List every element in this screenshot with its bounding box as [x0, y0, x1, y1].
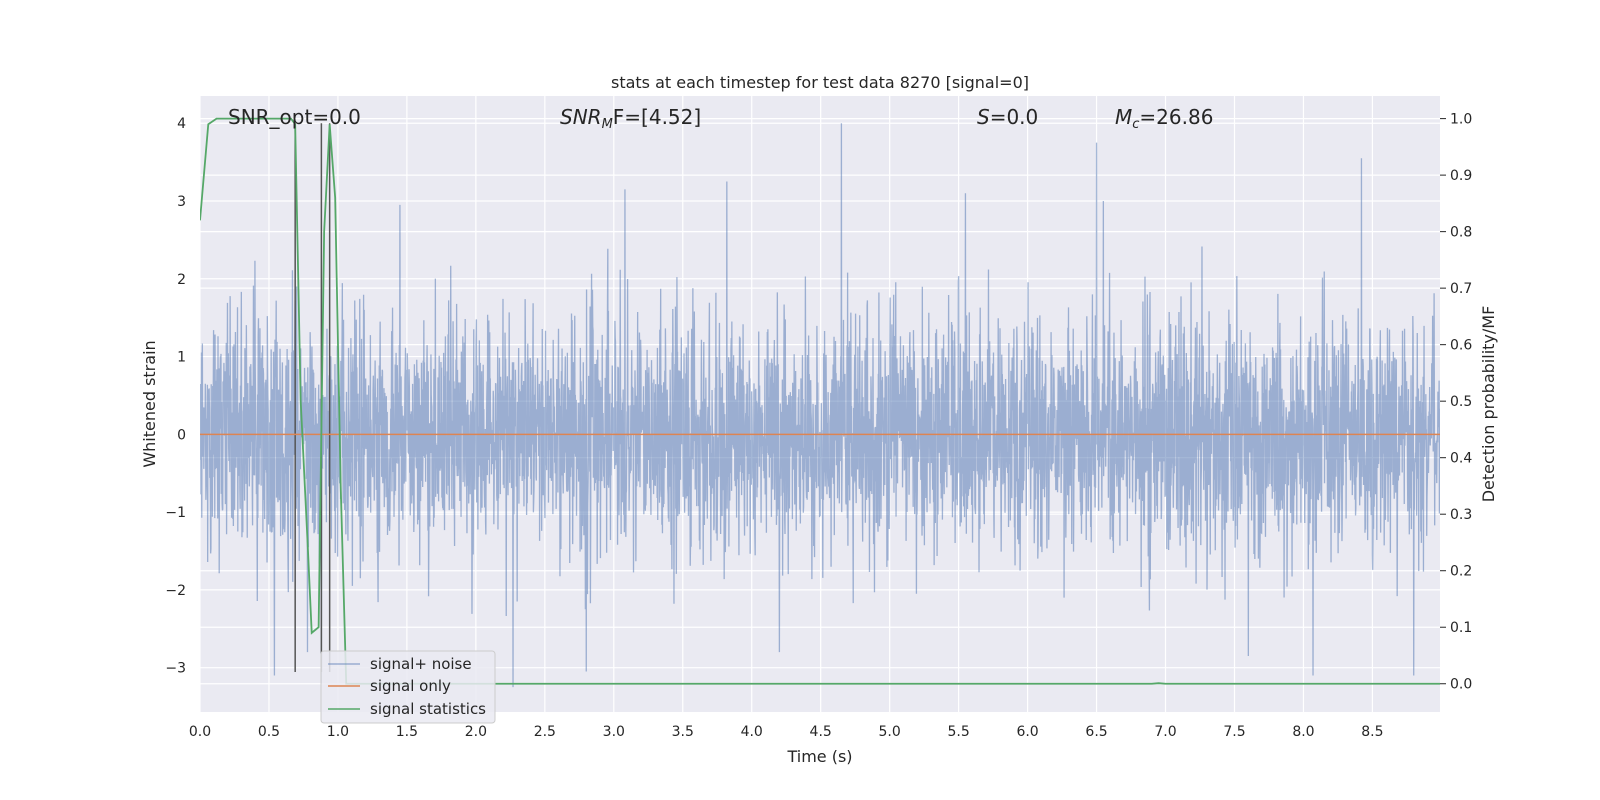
noise-line	[200, 123, 1440, 688]
x-tick-label: 1.0	[327, 724, 349, 740]
x-tick-label: 4.0	[741, 724, 763, 740]
legend: signal+ noise signal only signal statist…	[320, 650, 496, 724]
y-tick-label-right: 0.9	[1450, 168, 1472, 184]
y-tick-label-left: 3	[177, 194, 186, 210]
y-axis-label-left: Whitened strain	[140, 340, 159, 467]
annotation-snr-opt: SNR_opt=0.0	[228, 105, 361, 129]
x-tick-label: 3.5	[672, 724, 694, 740]
y-axis-label-right: Detection probability/MF	[1479, 306, 1498, 503]
legend-label-signal-noise: signal+ noise	[370, 655, 472, 673]
y-tick-label-left: 4	[177, 116, 186, 132]
y-tick-label-right: 0.0	[1450, 677, 1472, 693]
x-tick-label: 6.0	[1016, 724, 1038, 740]
gridlines	[199, 96, 1440, 712]
y-tick-label-left: −1	[165, 505, 186, 521]
y-tick-label-left: 2	[177, 272, 186, 288]
x-tick-label: 2.0	[465, 724, 487, 740]
annotation-s-rest: =0.0	[990, 105, 1039, 129]
axis-ticks: 0.0 0.5 1.0 1.5 2.0 2.5 3.0 3.5 4.0 4.5 5.0 5.5 6.0 6…	[165, 112, 1472, 740]
legend-label-signal-only: signal only	[370, 677, 451, 695]
annotation-snr-mf-main: SNR	[560, 105, 602, 129]
x-tick-label: 5.5	[947, 724, 969, 740]
y-tick-label-right: 0.7	[1450, 281, 1472, 297]
x-tick-label: 0.0	[189, 724, 211, 740]
x-tick-label: 8.0	[1292, 724, 1314, 740]
chart-title: stats at each timestep for test data 827…	[611, 73, 1029, 92]
x-tick-label: 4.5	[810, 724, 832, 740]
annotation-snr-mf-sub: M	[602, 117, 613, 132]
y-tick-label-right: 0.5	[1450, 394, 1472, 410]
annotation-s-var: S	[977, 105, 990, 129]
x-tick-label: 0.5	[258, 724, 280, 740]
x-tick-label: 1.5	[396, 724, 418, 740]
x-tick-label: 3.0	[603, 724, 625, 740]
x-tick-label: 7.5	[1223, 724, 1245, 740]
annotation-snr-mf: SNRMF=[4.52]	[560, 105, 701, 132]
series-signal-statistics	[200, 117, 1440, 685]
y-tick-label-right: 1.0	[1450, 112, 1472, 128]
signal-statistics-line	[200, 117, 1440, 685]
y-tick-label-left: 0	[177, 427, 186, 443]
x-tick-label: 7.0	[1154, 724, 1176, 740]
x-tick-label: 8.5	[1361, 724, 1383, 740]
y-tick-label-right: 0.3	[1450, 507, 1472, 523]
annotation-mc-var: M	[1115, 105, 1132, 129]
x-tick-label: 5.0	[879, 724, 901, 740]
series-signal-noise	[200, 123, 1440, 688]
y-tick-label-left: −2	[165, 583, 186, 599]
legend-label-signal-statistics: signal statistics	[370, 700, 486, 718]
y-tick-label-left: 1	[177, 350, 186, 366]
annotation-mc: Mc=26.86	[1115, 105, 1213, 132]
y-tick-label-right: 0.4	[1450, 451, 1472, 467]
x-axis-label: Time (s)	[786, 747, 852, 766]
y-tick-label-right: 0.6	[1450, 338, 1472, 354]
plot-data	[200, 117, 1440, 688]
legend-frame	[320, 650, 496, 724]
annotation-mc-sub: c	[1132, 117, 1139, 132]
y-tick-label-left: −3	[165, 661, 186, 677]
y-tick-label-right: 0.8	[1450, 225, 1472, 241]
y-tick-label-right: 0.1	[1450, 620, 1472, 636]
annotation-mc-rest: =26.86	[1139, 105, 1213, 129]
x-tick-label: 6.5	[1085, 724, 1107, 740]
annotation-s: S=0.0	[977, 105, 1038, 129]
y-tick-label-right: 0.2	[1450, 564, 1472, 580]
annotation-snr-mf-rest: F=[4.52]	[613, 105, 701, 129]
x-tick-label: 2.5	[534, 724, 556, 740]
